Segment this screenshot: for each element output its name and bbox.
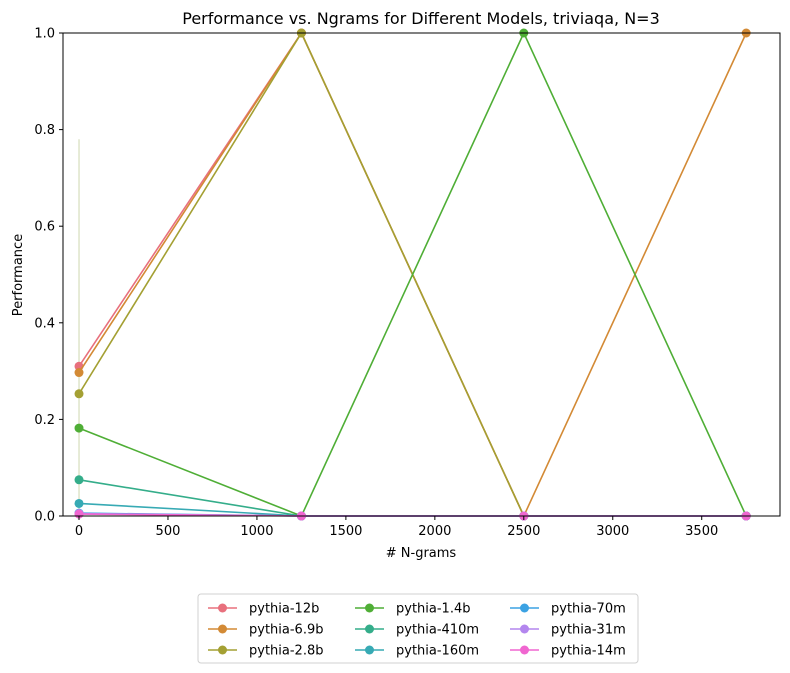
x-tick-label: 2500 — [507, 524, 540, 539]
axes-frame — [62, 32, 781, 517]
y-tick-label: 0.2 — [34, 413, 55, 428]
legend-swatch-marker — [365, 603, 374, 613]
y-tick-label: 1.0 — [34, 27, 55, 42]
x-tick-label: 500 — [156, 524, 181, 539]
legend-label: pythia-14m — [551, 644, 626, 659]
legend-label: pythia-1.4b — [396, 602, 470, 617]
x-tick-label: 3000 — [596, 524, 629, 539]
data-point-pythia-6.9b — [74, 368, 84, 378]
legend-label: pythia-12b — [249, 602, 319, 617]
legend-swatch-marker — [520, 624, 529, 634]
y-tick-label: 0.6 — [34, 220, 55, 235]
legend-label: pythia-6.9b — [249, 623, 323, 638]
y-tick-label: 0.4 — [34, 316, 55, 331]
legend-swatch-marker — [365, 624, 374, 634]
data-point-pythia-1.4b — [74, 423, 84, 433]
x-axis-label: # N-grams — [386, 546, 457, 561]
plot-area: 0 500 1000 1500 2000 2500 3000 3500 0.0 0.2 0.4 0.6… — [34, 27, 781, 539]
legend-label: pythia-70m — [551, 602, 626, 617]
chart-title: Performance vs. Ngrams for Different Mod… — [182, 9, 660, 28]
legend-label: pythia-410m — [396, 623, 479, 638]
legend-swatch-marker — [520, 603, 529, 613]
legend-label: pythia-31m — [551, 623, 626, 638]
x-tick-label: 1500 — [329, 524, 362, 539]
legend-label: pythia-2.8b — [249, 644, 323, 659]
series-line-pythia-1.4b — [78, 31, 747, 518]
legend: pythia-12b pythia-6.9b pythia-2.8b pythia-1… — [197, 593, 639, 664]
y-tick-label: 0.8 — [34, 123, 55, 138]
legend-swatch-marker — [520, 645, 529, 655]
data-point-pythia-410m — [74, 475, 84, 485]
legend-swatch-marker — [218, 624, 227, 634]
legend-swatch-marker — [218, 645, 227, 655]
x-tick-label: 0 — [75, 524, 83, 539]
y-axis-label: Performance — [11, 234, 26, 316]
data-point-pythia-160m — [74, 498, 84, 508]
x-tick-label: 2000 — [418, 524, 451, 539]
data-point-pythia-2.8b — [74, 389, 84, 399]
legend-swatch-marker — [365, 645, 374, 655]
x-tick-label: 1000 — [240, 524, 273, 539]
legend-label: pythia-160m — [396, 644, 479, 659]
legend-swatch-marker — [218, 603, 227, 613]
x-tick-label: 3500 — [685, 524, 718, 539]
series-line-pythia-410m — [78, 478, 747, 517]
y-tick-label: 0.0 — [34, 510, 55, 525]
legend-frame — [197, 593, 639, 664]
